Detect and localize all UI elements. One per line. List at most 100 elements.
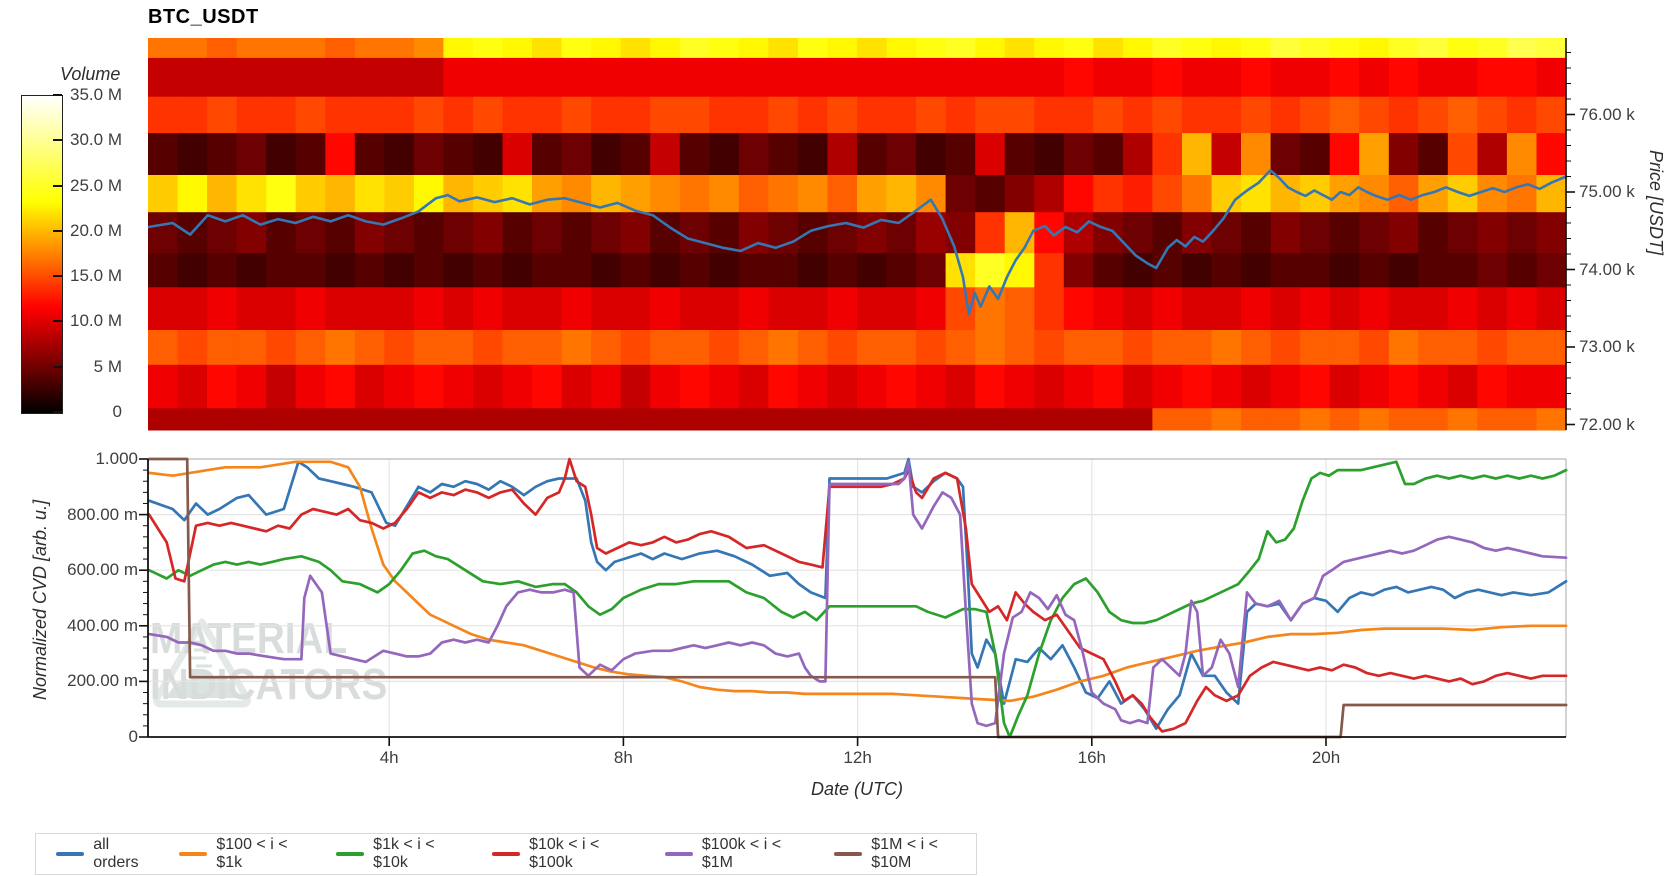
heatmap-cell [679, 212, 710, 254]
heatmap-cell [1506, 212, 1537, 254]
heatmap-cell [827, 96, 858, 134]
heatmap-cell [679, 253, 710, 288]
heatmap-cell [1122, 175, 1153, 213]
legend-swatch--10k-i-100k [491, 852, 521, 856]
heatmap-cell [797, 175, 828, 213]
heatmap-cell [502, 330, 533, 366]
heatmap-cell [325, 96, 356, 134]
heatmap-cell [886, 38, 917, 59]
heatmap-cell [236, 38, 267, 59]
heatmap-cell [295, 330, 326, 366]
colorbar-tick-label: 35.0 M [70, 85, 122, 104]
heatmap-cell [443, 330, 474, 366]
heatmap-cell [295, 57, 326, 98]
heatmap-cell [1182, 287, 1213, 331]
heatmap-cell [1093, 408, 1124, 431]
heatmap-cell [797, 408, 828, 431]
colorbar-tick [53, 229, 62, 232]
heatmap-cell [1477, 96, 1508, 134]
heatmap-cell [443, 364, 474, 409]
colorbar-label: Volume [60, 64, 121, 84]
heatmap-cell [473, 330, 504, 366]
price-tick-label: 73.00 k [1579, 337, 1635, 356]
heatmap-cell [679, 57, 710, 98]
heatmap-cell [1506, 253, 1537, 288]
heatmap-cell [266, 96, 297, 134]
heatmap-cell [857, 287, 888, 331]
heatmap-cell [1300, 133, 1331, 176]
heatmap-cell [148, 253, 179, 288]
heatmap-cell [1063, 96, 1094, 134]
cvd-y-tick-label: 600.00 m [67, 560, 138, 580]
legend-item: $1k < i < $10k [335, 836, 468, 872]
heatmap-cell [443, 253, 474, 288]
heatmap-cell [177, 38, 208, 59]
heatmap-cell [561, 364, 592, 409]
heatmap-cell [709, 253, 740, 288]
heatmap-cell [1536, 253, 1567, 288]
heatmap-cell [916, 408, 947, 431]
heatmap-cell [1004, 175, 1035, 213]
heatmap-cell [1418, 212, 1449, 254]
cvd-x-tick-label: 16h [1077, 748, 1106, 767]
heatmap-cell [295, 408, 326, 431]
heatmap-cell [857, 253, 888, 288]
heatmap-cell [1300, 57, 1331, 98]
heatmap-cell [1004, 287, 1035, 331]
heatmap-cell [916, 287, 947, 331]
heatmap-cell [1359, 408, 1390, 431]
heatmap-cell [1359, 364, 1390, 409]
legend: all orders $100 < i < $1k $1k < i < $10k $1… [35, 833, 977, 875]
heatmap-cell [1300, 38, 1331, 59]
heatmap-cell [1329, 96, 1360, 134]
heatmap-cell [1270, 57, 1301, 98]
heatmap-cell [738, 96, 769, 134]
heatmap-cell [857, 96, 888, 134]
heatmap-cell [236, 330, 267, 366]
heatmap-cell [354, 287, 385, 331]
series--10k-i-100k [147, 457, 1568, 733]
page-title: BTC_USDT [148, 6, 259, 28]
heatmap-cell [975, 38, 1006, 59]
heatmap-cell [502, 57, 533, 98]
heatmap-cell [1388, 38, 1419, 59]
heatmap-cell [1359, 57, 1390, 98]
heatmap-cell [1418, 133, 1449, 176]
heatmap-cell [591, 212, 622, 254]
heatmap-cell [1359, 287, 1390, 331]
heatmap-cell [177, 175, 208, 213]
heatmap-cell [1093, 253, 1124, 288]
heatmap-cell [1506, 175, 1537, 213]
heatmap-cell [1182, 175, 1213, 213]
heatmap-cell [620, 133, 651, 176]
heatmap-cell [591, 96, 622, 134]
heatmap-cell [295, 364, 326, 409]
heatmap-cell [975, 175, 1006, 213]
heatmap-cell [532, 287, 563, 331]
heatmap-cell [886, 133, 917, 176]
heatmap-cell [532, 212, 563, 254]
heatmap-cell [1211, 96, 1242, 134]
heatmap-cell [1122, 133, 1153, 176]
heatmap-cell [679, 287, 710, 331]
heatmap-cell [975, 364, 1006, 409]
heatmap-cell [1447, 330, 1478, 366]
heatmap-cell [1418, 364, 1449, 409]
heatmap-cell [354, 57, 385, 98]
heatmap-cell [266, 57, 297, 98]
cvd-x-tick-label: 12h [843, 748, 872, 767]
heatmap-cell [1270, 96, 1301, 134]
legend-swatch--100-i-1k [179, 852, 208, 856]
heatmap-cell [1241, 330, 1272, 366]
heatmap-cell [1388, 57, 1419, 98]
heatmap-cell [325, 287, 356, 331]
heatmap-cell [1359, 96, 1390, 134]
heatmap-cell [561, 330, 592, 366]
heatmap-cell [1447, 57, 1478, 98]
heatmap-cell [1270, 287, 1301, 331]
heatmap-cell [1300, 175, 1331, 213]
heatmap-cell [236, 57, 267, 98]
heatmap-cell [827, 330, 858, 366]
colorbar-tick-label: 10.0 M [70, 311, 122, 331]
heatmap-cell [1506, 38, 1537, 59]
